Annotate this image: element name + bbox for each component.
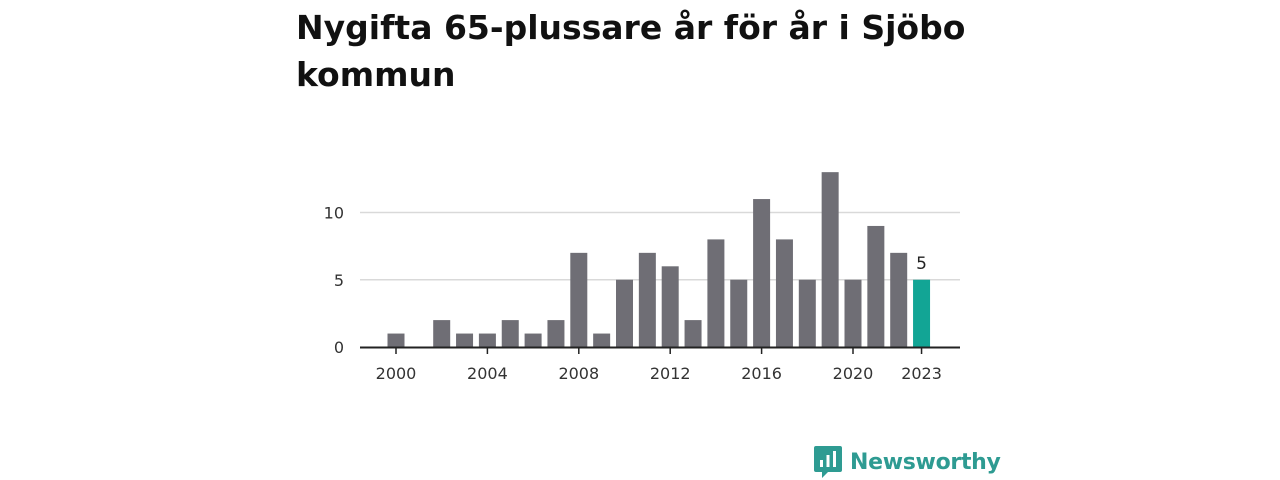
- x-tick-label-2008: 2008: [558, 364, 599, 383]
- x-tick-label-2000: 2000: [376, 364, 417, 383]
- bar-2016: [753, 199, 771, 347]
- bar-2003: [456, 333, 474, 347]
- bar-2023: [913, 279, 931, 347]
- bar-2009: [593, 333, 611, 347]
- bar-2010: [616, 279, 633, 347]
- bar-chart-bubble-icon: [814, 446, 842, 478]
- bar-2019: [821, 172, 839, 347]
- bar-2005: [501, 320, 519, 347]
- bar-2011: [638, 252, 656, 347]
- x-tick-label-2012: 2012: [650, 364, 691, 383]
- bar-2013: [684, 320, 702, 347]
- data-label-2023: 5: [916, 254, 927, 274]
- bar-2017: [775, 239, 793, 347]
- bar-2004: [478, 333, 496, 347]
- x-tick-label-2016: 2016: [741, 364, 782, 383]
- y-tick-label-10: 10: [324, 204, 344, 223]
- y-tick-label-0: 0: [334, 338, 344, 357]
- newsworthy-logo: Newsworthy: [814, 446, 1001, 478]
- bar-2000: [387, 333, 405, 347]
- bar-2022: [890, 252, 908, 347]
- chart-title: Nygifta 65-plussare år för år i Sjöbo ko…: [296, 8, 966, 94]
- x-tick-label-2023: 2023: [901, 364, 942, 383]
- bar-2018: [798, 279, 816, 347]
- bar-2020: [844, 279, 862, 347]
- y-tick-label-5: 5: [334, 271, 344, 290]
- x-tick-label-2020: 2020: [833, 364, 874, 383]
- bar-2007: [547, 320, 565, 347]
- bar-2021: [867, 225, 885, 347]
- bar-2002: [433, 320, 451, 347]
- brand-name: Newsworthy: [850, 449, 1001, 475]
- x-tick-label-2004: 2004: [467, 364, 508, 383]
- bar-2014: [707, 239, 725, 347]
- bar-2006: [524, 333, 542, 347]
- bar-2012: [661, 266, 679, 347]
- bar-2015: [730, 279, 748, 347]
- bar-2008: [570, 252, 588, 347]
